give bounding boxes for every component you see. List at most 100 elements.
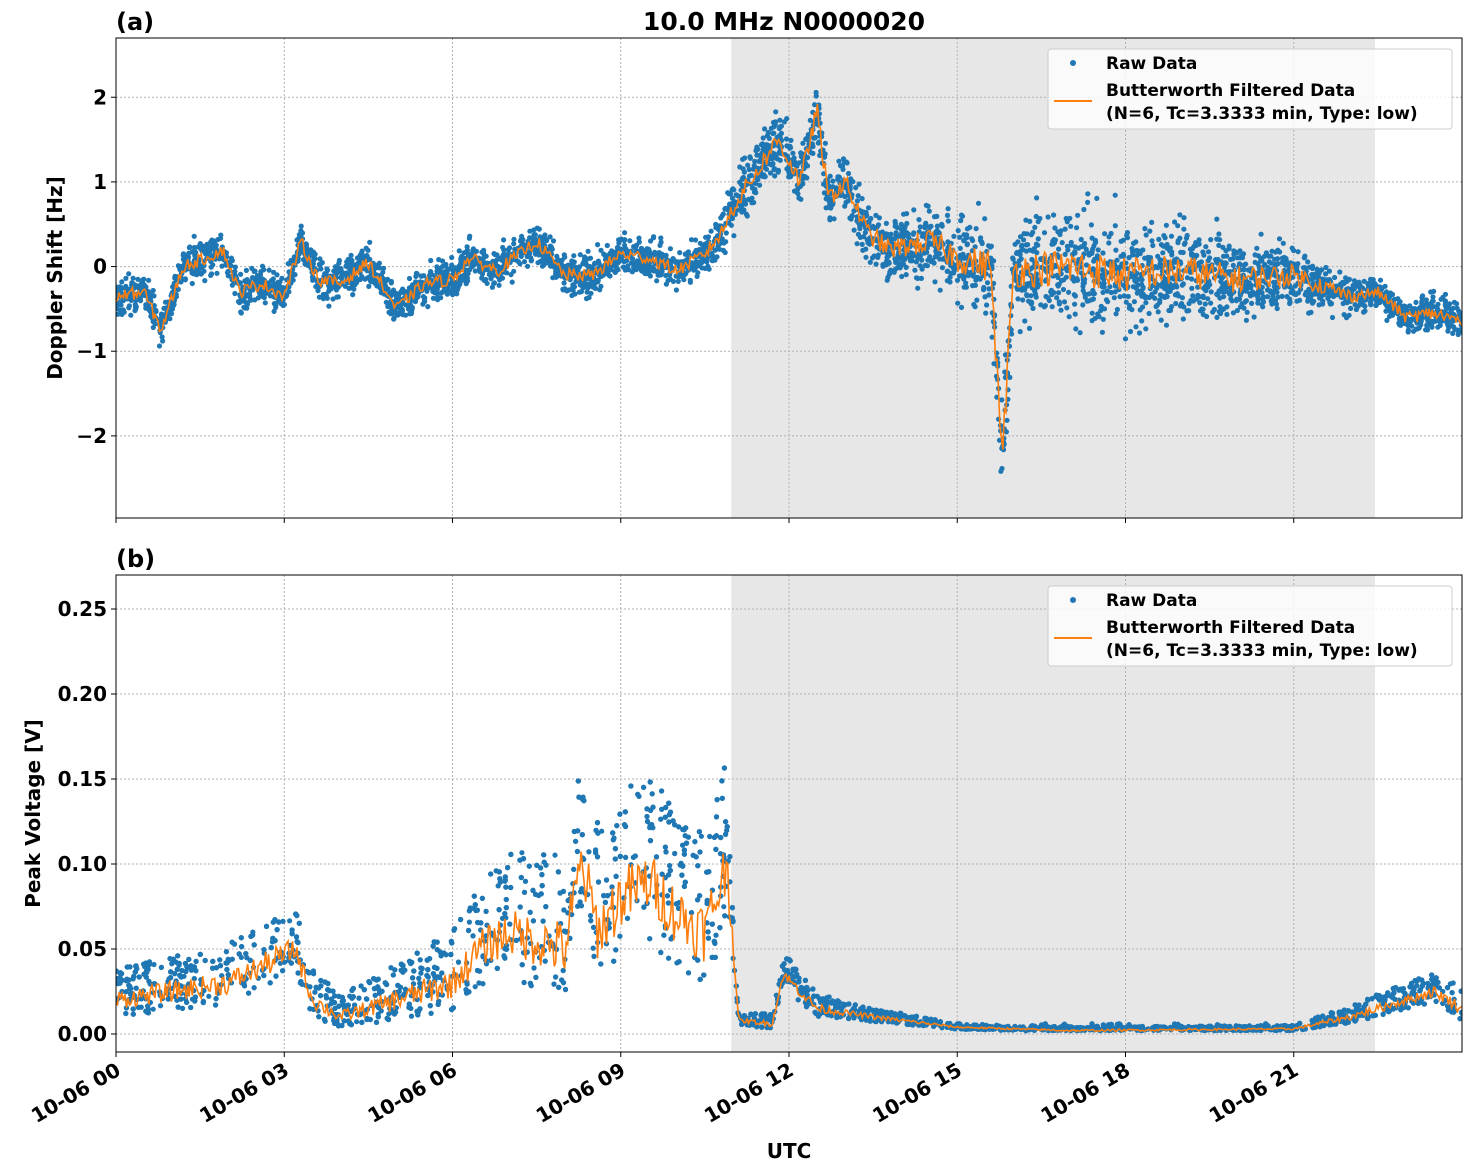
raw-data-point	[985, 280, 990, 285]
raw-data-point	[541, 235, 546, 240]
raw-data-point	[784, 136, 789, 141]
raw-data-point	[398, 305, 403, 310]
raw-data-point	[796, 195, 801, 200]
raw-data-point	[1411, 329, 1416, 334]
raw-data-point	[857, 182, 862, 187]
raw-data-point	[683, 252, 688, 257]
raw-data-point	[1215, 257, 1220, 262]
raw-data-point	[808, 118, 813, 123]
raw-data-point	[893, 219, 898, 224]
raw-data-point	[1230, 256, 1235, 261]
raw-data-point	[842, 194, 847, 199]
raw-data-point	[1439, 297, 1444, 302]
raw-data-point	[1117, 294, 1122, 299]
raw-data-point	[870, 255, 875, 260]
raw-data-point	[1201, 307, 1206, 312]
raw-data-point	[981, 287, 986, 292]
raw-data-point	[554, 254, 559, 259]
raw-data-point	[925, 258, 930, 263]
raw-data-point	[1242, 300, 1247, 305]
raw-data-point	[840, 164, 845, 169]
raw-data-point	[1342, 280, 1347, 285]
raw-data-point	[828, 174, 833, 179]
raw-data-point	[585, 290, 590, 295]
raw-data-point	[1253, 260, 1258, 265]
raw-data-point	[1435, 307, 1440, 312]
raw-data-point	[947, 279, 952, 284]
legend-filtered-params: (N=6, Tc=3.3333 min, Type: low)	[1106, 104, 1418, 124]
raw-data-point	[1061, 287, 1066, 292]
raw-data-point	[605, 243, 610, 248]
raw-data-point	[267, 268, 272, 273]
raw-data-point	[529, 258, 534, 263]
raw-data-point	[1182, 242, 1187, 247]
raw-data-point	[1042, 230, 1047, 235]
raw-data-point	[1181, 316, 1186, 321]
raw-data-point	[501, 252, 506, 257]
raw-data-point	[731, 187, 736, 192]
raw-data-point	[912, 268, 917, 273]
raw-data-point	[198, 241, 203, 246]
raw-data-point	[242, 305, 247, 310]
raw-data-point	[586, 282, 591, 287]
raw-data-point	[473, 984, 478, 989]
raw-data-point	[1342, 312, 1347, 317]
raw-data-point	[1121, 252, 1126, 257]
raw-data-point	[1057, 299, 1062, 304]
raw-data-point	[232, 291, 237, 296]
raw-data-point	[1277, 236, 1282, 241]
raw-data-point	[782, 119, 787, 124]
raw-data-point	[447, 288, 452, 293]
raw-data-point	[501, 237, 506, 242]
raw-data-point	[1165, 289, 1170, 294]
raw-data-point	[915, 286, 920, 291]
raw-data-point	[422, 295, 427, 300]
legend-raw-label: Raw Data	[1106, 54, 1197, 74]
raw-data-point	[1245, 310, 1250, 315]
raw-data-point	[359, 251, 364, 256]
raw-data-point	[1181, 227, 1186, 232]
raw-data-point	[208, 240, 213, 245]
raw-data-point	[1143, 326, 1148, 331]
raw-data-point	[519, 850, 524, 855]
raw-data-point	[1131, 241, 1136, 246]
raw-data-point	[731, 201, 736, 206]
raw-data-point	[1188, 298, 1193, 303]
raw-data-point	[908, 254, 913, 259]
raw-data-point	[983, 311, 988, 316]
raw-data-point	[773, 119, 778, 124]
raw-data-point	[662, 253, 667, 258]
raw-data-point	[1032, 225, 1037, 230]
raw-data-point	[497, 283, 502, 288]
raw-data-point	[1093, 240, 1098, 245]
raw-data-point	[1029, 257, 1034, 262]
raw-data-point	[703, 235, 708, 240]
raw-data-point	[485, 281, 490, 286]
raw-data-point	[204, 246, 209, 251]
raw-data-point	[320, 260, 325, 265]
raw-data-point	[626, 267, 631, 272]
raw-data-point	[627, 238, 632, 243]
raw-data-point	[247, 293, 252, 298]
raw-data-point	[902, 229, 907, 234]
raw-data-point	[636, 236, 641, 241]
raw-data-point	[855, 198, 860, 203]
raw-data-point	[1284, 294, 1289, 299]
raw-data-point	[689, 237, 694, 242]
raw-data-point	[1247, 285, 1252, 290]
raw-data-point	[390, 291, 395, 296]
raw-data-point	[119, 279, 124, 284]
raw-data-point	[1164, 223, 1169, 228]
raw-data-point	[1024, 231, 1029, 236]
raw-data-point	[1011, 257, 1016, 262]
raw-data-point	[622, 230, 627, 235]
raw-data-point	[1130, 252, 1135, 257]
raw-data-point	[948, 275, 953, 280]
raw-data-point	[1310, 264, 1315, 269]
raw-data-point	[1170, 284, 1175, 289]
raw-data-point	[770, 162, 775, 167]
raw-data-point	[1325, 277, 1330, 282]
raw-data-point	[1127, 306, 1132, 311]
raw-data-point	[688, 278, 693, 283]
